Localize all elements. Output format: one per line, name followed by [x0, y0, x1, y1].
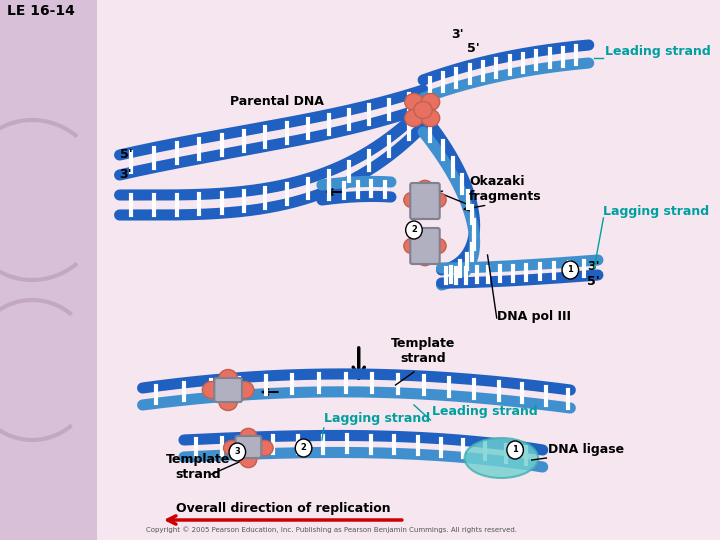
Ellipse shape	[240, 428, 256, 444]
Ellipse shape	[405, 93, 423, 111]
Text: 2: 2	[411, 226, 417, 234]
Text: DNA pol III: DNA pol III	[497, 310, 571, 323]
FancyBboxPatch shape	[215, 378, 242, 402]
Ellipse shape	[430, 238, 446, 254]
Text: Lagging strand: Lagging strand	[324, 412, 430, 425]
Text: 3': 3'	[587, 260, 600, 273]
Ellipse shape	[404, 192, 420, 208]
Text: 1: 1	[567, 266, 573, 274]
Ellipse shape	[430, 192, 446, 208]
Ellipse shape	[404, 238, 420, 254]
Ellipse shape	[219, 369, 238, 387]
Text: 2: 2	[301, 443, 307, 453]
Text: LE 16-14: LE 16-14	[7, 4, 75, 18]
Ellipse shape	[405, 110, 423, 126]
Text: Lagging strand: Lagging strand	[603, 205, 708, 218]
Ellipse shape	[202, 381, 221, 399]
Ellipse shape	[235, 381, 254, 399]
Text: Leading strand: Leading strand	[432, 405, 538, 418]
Ellipse shape	[223, 440, 240, 456]
FancyBboxPatch shape	[0, 0, 96, 540]
Ellipse shape	[417, 251, 433, 266]
Text: Overall direction of replication: Overall direction of replication	[176, 502, 391, 515]
Text: Copyright © 2005 Pearson Education, Inc. Publishing as Pearson Benjamin Cummings: Copyright © 2005 Pearson Education, Inc.…	[145, 526, 517, 534]
Text: 5': 5'	[467, 42, 480, 55]
Text: 1: 1	[512, 446, 518, 455]
Text: Parental DNA: Parental DNA	[230, 95, 324, 108]
Circle shape	[229, 443, 246, 461]
Ellipse shape	[240, 453, 256, 468]
Ellipse shape	[256, 440, 273, 456]
Text: Template
strand: Template strand	[166, 453, 230, 481]
Circle shape	[562, 261, 579, 279]
Text: DNA ligase: DNA ligase	[548, 443, 624, 456]
FancyBboxPatch shape	[410, 228, 440, 264]
Text: 3': 3'	[451, 28, 464, 41]
Text: 3: 3	[235, 448, 240, 456]
Text: Leading strand: Leading strand	[606, 45, 711, 58]
Ellipse shape	[414, 102, 432, 118]
Text: Okazaki
fragments: Okazaki fragments	[469, 175, 541, 203]
Text: 5': 5'	[120, 148, 132, 161]
Circle shape	[295, 439, 312, 457]
Text: 5': 5'	[587, 275, 600, 288]
Text: 3': 3'	[120, 168, 132, 181]
Text: Template
strand: Template strand	[391, 337, 455, 365]
Circle shape	[405, 221, 422, 239]
Ellipse shape	[421, 110, 440, 126]
Ellipse shape	[219, 394, 238, 410]
Ellipse shape	[464, 438, 538, 478]
Ellipse shape	[240, 440, 256, 456]
FancyBboxPatch shape	[235, 436, 261, 458]
Circle shape	[507, 441, 523, 459]
FancyBboxPatch shape	[410, 183, 440, 219]
Ellipse shape	[417, 180, 433, 195]
Ellipse shape	[421, 93, 440, 111]
